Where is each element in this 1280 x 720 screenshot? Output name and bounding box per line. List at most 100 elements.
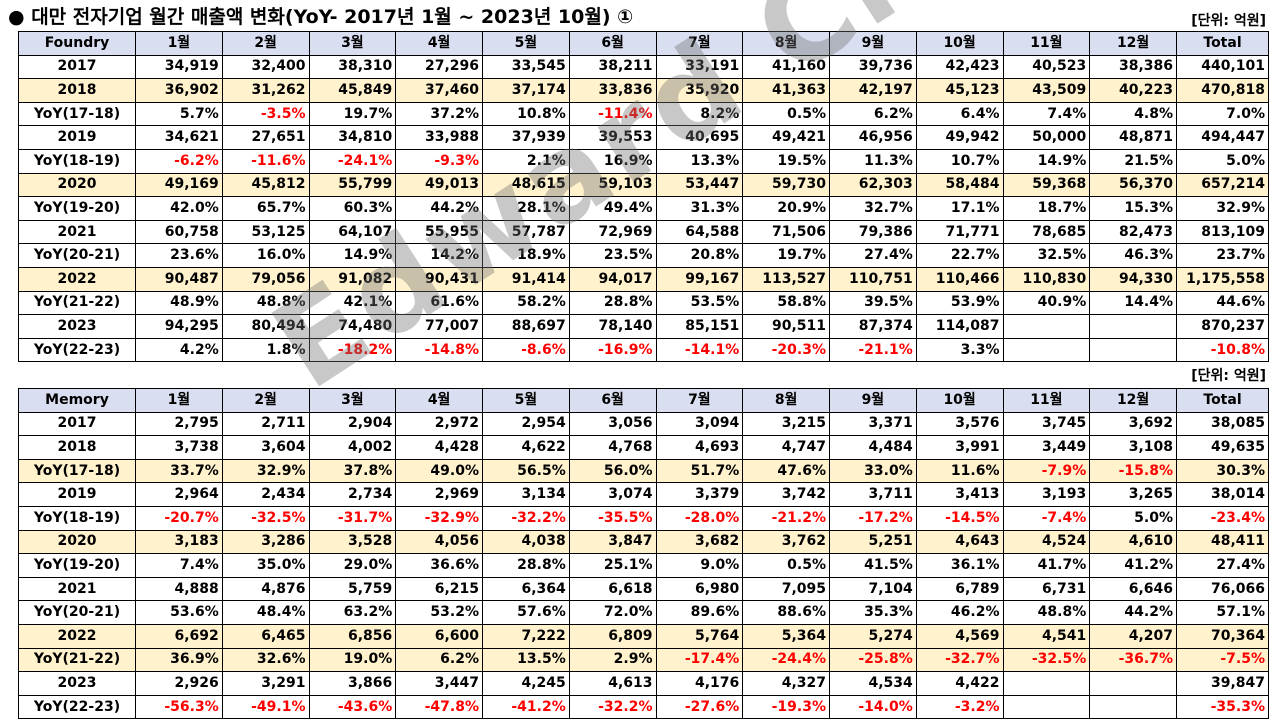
value-cell: 3,991: [915, 435, 1004, 460]
total-cell: -7.5%: [1176, 647, 1269, 673]
value-cell: 34,919: [135, 54, 223, 80]
value-cell: 5,364: [742, 623, 830, 649]
value-cell: 39.5%: [829, 290, 917, 316]
yoy-row: YoY(22-23) -56.3% -49.1% -43.6% -47.8% -41.2%…: [18, 694, 1269, 720]
value-cell: 59,730: [742, 172, 830, 198]
value-cell: 2,926: [135, 671, 223, 696]
value-cell: 5.7%: [135, 101, 223, 127]
value-cell: 19.5%: [742, 148, 830, 174]
value-cell: 72,969: [568, 219, 657, 245]
value-cell: 22.7%: [915, 243, 1004, 268]
value-cell: 2,972: [395, 411, 483, 437]
total-header: Total: [1176, 388, 1269, 413]
value-cell: 40.9%: [1002, 290, 1091, 316]
value-cell: 18.9%: [482, 243, 570, 268]
value-cell: 94,017: [568, 266, 657, 292]
value-cell: 4,569: [915, 623, 1004, 649]
total-cell: 813,109: [1176, 219, 1269, 245]
value-cell: 53,447: [655, 172, 744, 198]
value-cell: 3,286: [221, 529, 310, 555]
value-cell: 33.7%: [135, 458, 223, 484]
value-cell: 6,364: [482, 576, 570, 602]
value-cell: 114,087: [915, 314, 1004, 339]
value-cell: 45,812: [221, 172, 310, 198]
month-header: 9월: [829, 31, 917, 56]
value-cell: 2,954: [482, 411, 570, 437]
value-cell: 7,104: [829, 576, 917, 602]
value-cell: 14.2%: [395, 243, 483, 268]
month-header: 12월: [1089, 388, 1177, 413]
memory-table: Memory 1월 2월 3월 4월 5월 6월 7월 8월 9월 10월 11월 12월 Total 20…: [18, 388, 1269, 720]
row-label: YoY(19-20): [18, 196, 136, 221]
value-cell: 3.3%: [915, 337, 1004, 363]
total-cell: 76,066: [1176, 576, 1269, 602]
value-cell: 49.0%: [395, 458, 483, 484]
row-label: YoY(21-22): [18, 290, 136, 316]
row-label: 2021: [18, 219, 136, 245]
year-row: 2023 94,295 80,494 74,480 77,007 88,697 78,140…: [18, 314, 1269, 339]
value-cell: -7.4%: [1002, 505, 1091, 531]
value-cell: 42,423: [915, 54, 1004, 80]
value-cell: 28.1%: [482, 196, 570, 221]
value-cell: [1089, 694, 1177, 720]
value-cell: 44.2%: [1089, 600, 1177, 625]
value-cell: 37,174: [482, 78, 570, 103]
value-cell: 38,211: [568, 54, 657, 80]
value-cell: 15.3%: [1089, 196, 1177, 221]
value-cell: 16.0%: [221, 243, 310, 268]
value-cell: 27,651: [221, 125, 310, 150]
value-cell: 16.9%: [568, 148, 657, 174]
month-header: 5월: [482, 388, 570, 413]
value-cell: 62,303: [829, 172, 917, 198]
total-cell: 49,635: [1176, 435, 1269, 460]
value-cell: 31,262: [221, 78, 310, 103]
value-cell: 34,810: [308, 125, 397, 150]
value-cell: 57.6%: [482, 600, 570, 625]
value-cell: 94,330: [1089, 266, 1177, 292]
unit-label: [단위: 억원]: [1191, 368, 1266, 384]
value-cell: -14.1%: [655, 337, 744, 363]
value-cell: 88,697: [482, 314, 570, 339]
row-label: 2023: [18, 671, 136, 696]
value-cell: 4,888: [135, 576, 223, 602]
value-cell: 3,576: [915, 411, 1004, 437]
value-cell: 6.2%: [395, 647, 483, 673]
value-cell: 32.9%: [221, 458, 310, 484]
value-cell: 2,969: [395, 482, 483, 507]
value-cell: 3,108: [1089, 435, 1177, 460]
row-label: 2017: [18, 411, 136, 437]
month-header: 3월: [308, 31, 397, 56]
value-cell: 3,056: [568, 411, 657, 437]
value-cell: 90,511: [742, 314, 830, 339]
value-cell: 99,167: [655, 266, 744, 292]
value-cell: -41.2%: [482, 694, 570, 720]
value-cell: 35.3%: [829, 600, 917, 625]
value-cell: 6,465: [221, 623, 310, 649]
value-cell: 85,151: [655, 314, 744, 339]
value-cell: 53,125: [221, 219, 310, 245]
row-label: 2018: [18, 78, 136, 103]
total-cell: 70,364: [1176, 623, 1269, 649]
value-cell: 3,604: [221, 435, 310, 460]
value-cell: 3,528: [308, 529, 397, 555]
value-cell: 48,871: [1089, 125, 1177, 150]
value-cell: [1002, 314, 1091, 339]
value-cell: 91,414: [482, 266, 570, 292]
value-cell: 51.7%: [655, 458, 744, 484]
value-cell: 2.9%: [568, 647, 657, 673]
value-cell: 59,103: [568, 172, 657, 198]
yoy-row: YoY(17-18) 33.7% 32.9% 37.8% 49.0% 56.5% 56.0%…: [18, 458, 1269, 484]
year-row: 2020 3,183 3,286 3,528 4,056 4,038 3,847 3,682 3…: [18, 529, 1269, 555]
value-cell: 41,363: [742, 78, 830, 103]
row-label: YoY(18-19): [18, 148, 136, 174]
value-cell: 6,646: [1089, 576, 1177, 602]
value-cell: 40,695: [655, 125, 744, 150]
value-cell: 4,876: [221, 576, 310, 602]
unit-label: [단위: 억원]: [1191, 13, 1266, 29]
value-cell: -17.4%: [655, 647, 744, 673]
value-cell: 3,265: [1089, 482, 1177, 507]
value-cell: 4,622: [482, 435, 570, 460]
row-label: YoY(20-21): [18, 243, 136, 268]
value-cell: 55,799: [308, 172, 397, 198]
row-label: 2019: [18, 125, 136, 150]
